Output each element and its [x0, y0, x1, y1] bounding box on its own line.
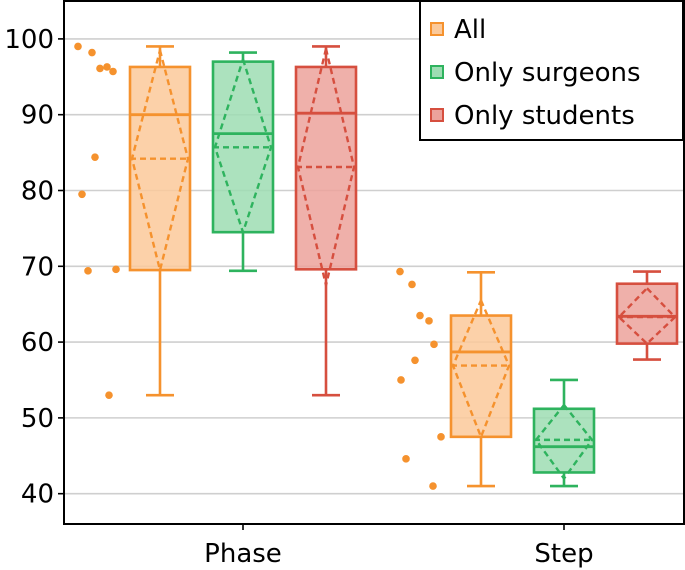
data-point [408, 280, 416, 289]
legend-swatch [430, 65, 444, 79]
data-point [88, 48, 96, 57]
box-all-step [449, 271, 513, 488]
data-point [103, 63, 111, 71]
data-point [84, 267, 92, 275]
box-only-students-phase [294, 45, 358, 397]
legend-label: Only surgeons [454, 58, 641, 88]
y-tick-label: 50 [21, 404, 54, 434]
data-point [112, 265, 120, 274]
plot-frame [63, 0, 685, 525]
mean-diamond [130, 45, 190, 271]
data-point [78, 190, 86, 199]
box-iqr [449, 314, 513, 439]
data-point [74, 42, 82, 51]
legend-box [419, 0, 684, 141]
mean-diamond [213, 55, 273, 237]
data-point [105, 391, 113, 399]
x-tick-label: Step [534, 539, 593, 569]
data-point [437, 433, 445, 441]
y-tick-label: 60 [21, 328, 54, 358]
mean-diamond [534, 403, 594, 481]
data-point [402, 455, 410, 463]
y-axis: 40 50 60 70 80 90 100 [4, 25, 64, 510]
scatter-points [74, 42, 445, 490]
data-point [430, 340, 438, 349]
mean-diamond [296, 48, 356, 286]
legend-label: All [454, 15, 486, 45]
data-point [411, 356, 419, 365]
mean-diamond [617, 286, 677, 346]
legend: All Only surgeons Only students [419, 0, 684, 141]
data-point [429, 482, 437, 490]
data-point [396, 267, 404, 276]
box-only-surgeons-phase [211, 51, 275, 273]
legend-swatch [430, 22, 444, 36]
y-tick-label: 90 [21, 101, 54, 131]
box-iqr [615, 282, 679, 345]
data-point [416, 311, 424, 320]
data-point [425, 317, 433, 325]
box-iqr [128, 65, 192, 272]
x-tick-label: Phase [204, 539, 282, 569]
y-tick-label: 40 [21, 480, 54, 510]
x-axis: Phase Step [204, 524, 594, 569]
box-only-surgeons-step [532, 378, 596, 488]
box-only-students-step [615, 270, 679, 361]
data-point [397, 376, 405, 384]
box-all-phase [128, 45, 192, 397]
boxes [128, 45, 679, 488]
y-tick-label: 100 [4, 25, 54, 55]
data-point [96, 64, 104, 73]
y-tick-label: 70 [21, 252, 54, 282]
legend-swatch [430, 108, 444, 122]
legend-label: Only students [454, 101, 635, 131]
data-point [91, 153, 99, 161]
y-tick-label: 80 [21, 176, 54, 206]
data-point [109, 67, 117, 76]
